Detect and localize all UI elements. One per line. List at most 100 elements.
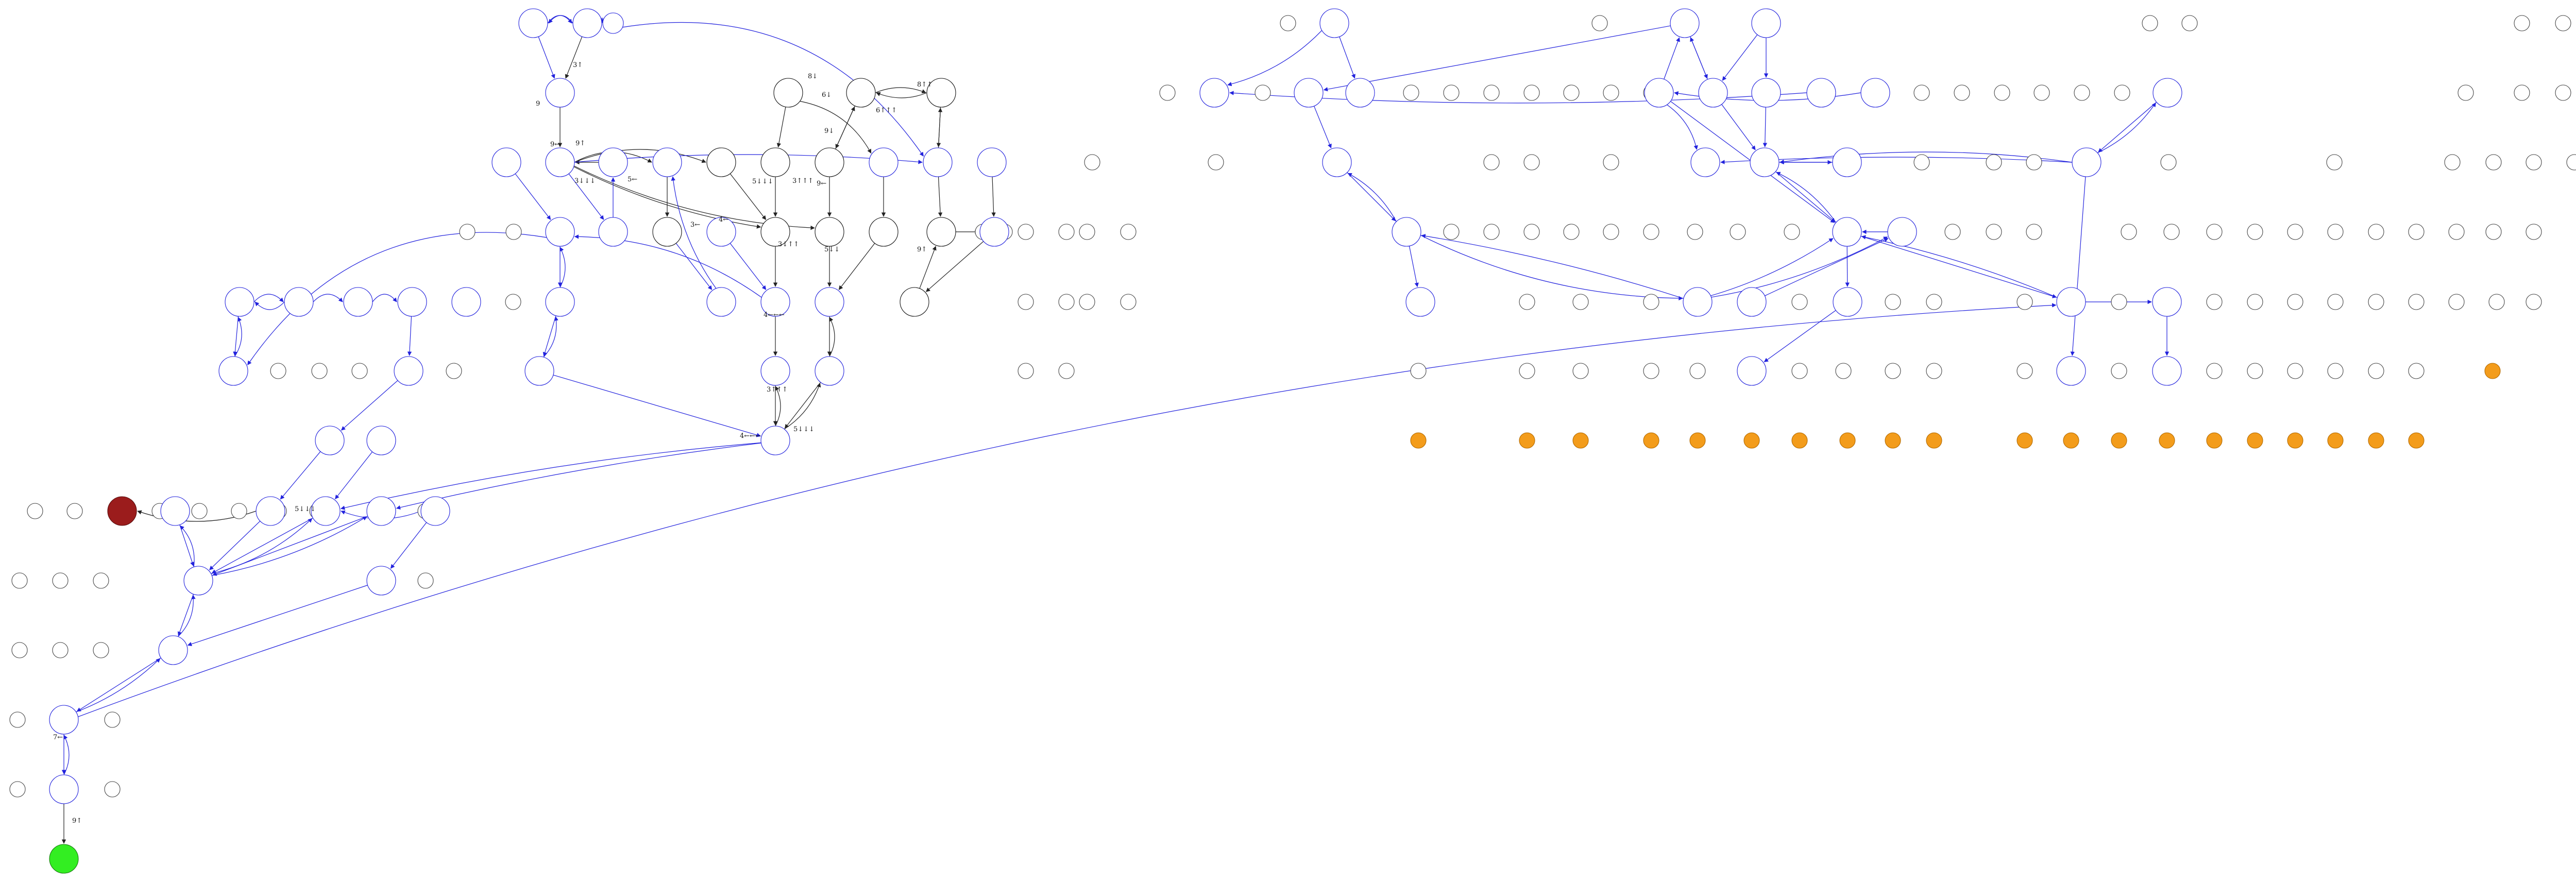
state-node-m1 — [160, 496, 190, 526]
state-node-s74 — [2160, 154, 2177, 171]
state-node-r24 — [1833, 287, 1862, 317]
state-node-e1 — [545, 287, 575, 317]
state-node-s30 — [1079, 294, 1095, 310]
state-node-l7 — [394, 356, 423, 386]
state-node-r27 — [1737, 356, 1767, 386]
edge-a2-to-b1 — [565, 36, 583, 79]
state-node-s97 — [2327, 224, 2344, 240]
state-node-m5 — [420, 496, 450, 526]
state-node-s53 — [1483, 84, 1500, 101]
edge-e1-to-d1 — [560, 247, 566, 288]
edge-label: 4←←← — [740, 432, 761, 440]
state-node-r4 — [1199, 78, 1229, 108]
state-node-o2 — [1572, 432, 1589, 449]
state-node-s111 — [2206, 294, 2223, 310]
state-node-d6 — [815, 217, 844, 247]
state-node-s62 — [2074, 84, 2090, 101]
state-node-o20 — [2484, 363, 2501, 379]
state-node-s75 — [2326, 154, 2343, 171]
state-node-s121 — [1519, 363, 1535, 379]
edge-r25-to-r19 — [1861, 235, 2058, 298]
state-node-s54 — [1523, 84, 1540, 101]
edge-label: 7← — [53, 734, 63, 741]
state-node-s118 — [2488, 294, 2505, 310]
state-node-s51 — [1403, 84, 1419, 101]
state-node-m8 — [158, 635, 188, 665]
state-node-r18 — [1392, 217, 1421, 247]
state-node-s10 — [52, 572, 69, 589]
state-node-c2 — [545, 147, 575, 177]
state-node-s52 — [1443, 84, 1460, 101]
edge-label: 4← — [719, 216, 728, 224]
state-node-s29 — [1120, 224, 1137, 240]
state-node-s59 — [1954, 84, 1970, 101]
state-node-green — [49, 844, 79, 874]
edge-l6-to-l1 — [234, 317, 242, 357]
state-node-c5 — [706, 147, 736, 177]
state-node-s131 — [2206, 363, 2223, 379]
edge-e5-to-d8 — [919, 246, 937, 289]
state-node-o10 — [2016, 432, 2033, 449]
state-node-s66 — [2555, 84, 2571, 101]
edge-m8-to-m6 — [178, 595, 196, 637]
nodes-layer — [9, 8, 2576, 874]
state-node-s129 — [2016, 363, 2033, 379]
state-node-s127 — [1885, 363, 1901, 379]
state-node-r19 — [1832, 217, 1862, 247]
edge-r19-to-r25 — [1860, 235, 2057, 298]
state-node-s45 — [2181, 15, 2198, 31]
state-node-s4 — [191, 503, 208, 519]
state-node-s18 — [9, 781, 26, 798]
state-node-s72 — [1986, 154, 2002, 171]
state-node-s68 — [1483, 154, 1500, 171]
edge-label: 5↓↓↓ — [295, 505, 316, 513]
state-node-s19 — [104, 781, 121, 798]
edge-r18-to-r22 — [1420, 235, 1683, 301]
edge-m9-to-m8 — [76, 658, 161, 713]
edge-c10-to-d9 — [991, 176, 996, 217]
state-node-s110 — [2111, 294, 2127, 310]
state-node-l3 — [343, 287, 373, 317]
state-node-s33 — [1058, 363, 1075, 379]
state-node-a1 — [518, 8, 548, 38]
state-node-m10 — [49, 774, 79, 804]
state-node-o3 — [1643, 432, 1659, 449]
state-node-r2 — [1670, 8, 1700, 38]
state-node-r5 — [1294, 78, 1324, 108]
state-node-s42 — [1591, 15, 1608, 31]
edge-m1-to-m6 — [179, 524, 195, 567]
state-node-s125 — [1791, 363, 1808, 379]
edge-label: 5↓↓ — [824, 246, 840, 253]
edge-r22-to-r18 — [1421, 234, 1684, 299]
state-node-s124 — [1689, 363, 1706, 379]
state-node-s47 — [2555, 15, 2571, 31]
state-node-s88 — [1784, 224, 1800, 240]
edge-c9-to-b4 — [938, 108, 943, 148]
state-node-c10 — [977, 147, 1007, 177]
state-node-s79 — [2566, 154, 2576, 171]
state-node-s106 — [1791, 294, 1808, 310]
state-node-s36 — [1018, 224, 1034, 240]
state-node-s102 — [2526, 224, 2542, 240]
edge-r13-to-r18 — [1347, 172, 1396, 222]
state-node-s44 — [2142, 15, 2158, 31]
state-node-c7 — [815, 147, 844, 177]
state-node-o13 — [2159, 432, 2175, 449]
edge-r1-to-r6 — [1339, 37, 1355, 79]
state-node-s87 — [1730, 224, 1746, 240]
edge-d1-to-l6 — [247, 232, 547, 365]
state-node-s130 — [2111, 363, 2127, 379]
state-node-r29 — [2152, 356, 2182, 386]
state-node-s56 — [1603, 84, 1619, 101]
state-node-s105 — [1643, 294, 1659, 310]
state-node-s15 — [93, 642, 109, 658]
edge-r7-to-r2 — [1664, 37, 1680, 79]
edge-label: 5↓↓↓ — [752, 178, 773, 185]
state-node-m9 — [49, 705, 79, 735]
state-node-s41 — [1280, 15, 1296, 31]
state-node-l2 — [284, 287, 314, 317]
edge-c7-to-b3 — [835, 106, 855, 149]
state-node-s98 — [2368, 224, 2384, 240]
edge-r1-to-r4 — [1227, 30, 1323, 87]
